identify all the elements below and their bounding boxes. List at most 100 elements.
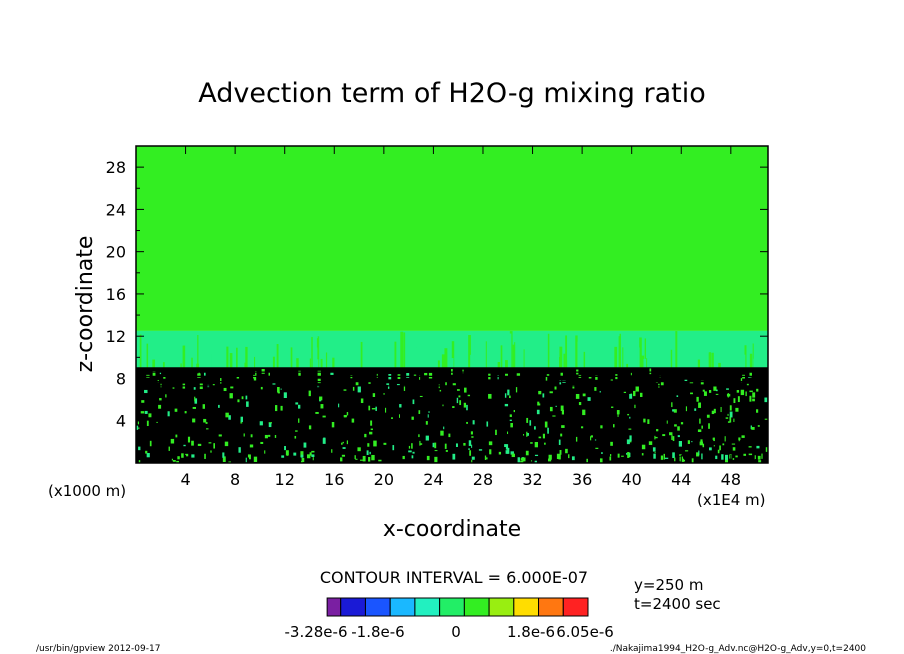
field-speckle bbox=[472, 420, 475, 425]
field-speckle bbox=[352, 386, 355, 391]
plume-streak bbox=[514, 333, 517, 368]
plume-streak bbox=[139, 334, 142, 368]
field-speckle bbox=[191, 454, 195, 458]
field-speckle bbox=[729, 405, 732, 411]
field-speckle bbox=[300, 451, 304, 458]
field-speckle bbox=[656, 429, 659, 432]
field-speckle bbox=[312, 457, 314, 461]
field-speckle bbox=[639, 392, 643, 397]
plume-streak bbox=[704, 362, 706, 368]
field-speckle bbox=[220, 378, 222, 384]
heatmap-field bbox=[136, 146, 768, 463]
field-speckle bbox=[547, 458, 552, 462]
field-speckle bbox=[181, 453, 184, 458]
field-speckle bbox=[204, 453, 206, 459]
field-speckle bbox=[277, 391, 280, 394]
field-speckle bbox=[488, 441, 493, 446]
plume-streak bbox=[416, 345, 419, 368]
field-speckle bbox=[509, 414, 512, 417]
field-speckle bbox=[729, 416, 732, 423]
field-speckle bbox=[595, 375, 598, 380]
field-speckle bbox=[175, 434, 178, 438]
y-tick-label: 8 bbox=[116, 369, 126, 388]
field-speckle bbox=[253, 456, 258, 462]
field-speckle bbox=[513, 409, 515, 413]
field-speckle bbox=[509, 395, 511, 399]
plume-streak bbox=[331, 357, 335, 368]
field-speckle bbox=[392, 445, 395, 451]
x-tick-label: 32 bbox=[522, 470, 542, 489]
field-speckle bbox=[442, 404, 444, 407]
field-speckle bbox=[610, 441, 613, 446]
field-speckle bbox=[696, 452, 700, 457]
field-speckle bbox=[662, 434, 666, 437]
plume-streak bbox=[619, 333, 621, 368]
field-speckle bbox=[280, 405, 283, 411]
field-speckle bbox=[383, 393, 385, 395]
field-speckle bbox=[740, 389, 745, 396]
plume-streak bbox=[512, 344, 515, 368]
field-speckle bbox=[732, 447, 736, 451]
plume-streak bbox=[272, 356, 275, 368]
field-speckle bbox=[580, 426, 584, 429]
field-speckle bbox=[709, 389, 712, 393]
field-speckle bbox=[748, 446, 752, 448]
field-speckle bbox=[228, 415, 231, 420]
plume-streak bbox=[261, 352, 265, 368]
field-speckle bbox=[428, 411, 430, 413]
field-speckle bbox=[463, 442, 466, 446]
field-speckle bbox=[444, 443, 447, 449]
plume-streak bbox=[343, 358, 346, 368]
field-speckle bbox=[687, 440, 690, 444]
y-tick-label: 16 bbox=[106, 285, 126, 304]
field-speckle bbox=[719, 445, 721, 451]
field-speckle bbox=[391, 417, 393, 419]
field-speckle bbox=[346, 412, 349, 416]
field-speckle bbox=[468, 440, 472, 446]
x-tick-label: 36 bbox=[572, 470, 592, 489]
field-speckle bbox=[184, 411, 187, 414]
field-speckle bbox=[255, 371, 257, 377]
plume-streak bbox=[639, 337, 642, 368]
field-speckle bbox=[672, 436, 675, 442]
plume-streak bbox=[311, 336, 313, 368]
field-speckle bbox=[375, 406, 377, 411]
field-speckle bbox=[281, 455, 285, 458]
legend-swatch bbox=[488, 597, 515, 617]
field-speckle bbox=[526, 432, 529, 436]
legend-swatch bbox=[326, 597, 342, 617]
field-speckle bbox=[701, 453, 703, 460]
field-speckle bbox=[357, 447, 361, 452]
plume-streak bbox=[583, 351, 586, 368]
field-speckle bbox=[613, 424, 615, 428]
plume-streak bbox=[196, 363, 200, 368]
plume-streak bbox=[268, 359, 271, 368]
field-speckle bbox=[306, 454, 311, 459]
field-speckle bbox=[538, 390, 542, 395]
field-speckle bbox=[703, 391, 707, 396]
field-speckle bbox=[466, 404, 468, 411]
plume-streak bbox=[394, 341, 397, 368]
field-speckle bbox=[470, 431, 473, 435]
field-speckle bbox=[690, 392, 693, 395]
field-speckle bbox=[250, 434, 253, 438]
field-speckle bbox=[699, 418, 701, 424]
plume-streak bbox=[182, 345, 186, 368]
plume-streak bbox=[191, 357, 193, 368]
field-speckle bbox=[222, 456, 226, 462]
plume-streak bbox=[162, 362, 165, 368]
field-speckle bbox=[691, 441, 693, 443]
field-speckle bbox=[413, 374, 417, 377]
field-speckle bbox=[561, 425, 565, 428]
field-speckle bbox=[183, 444, 186, 447]
field-speckle bbox=[140, 411, 145, 414]
field-speckle bbox=[628, 428, 632, 430]
field-speckle bbox=[193, 387, 196, 390]
y-axis: 4 8 12 16 20 24 28 bbox=[106, 158, 768, 443]
field-speckle bbox=[717, 449, 720, 454]
plume-streak bbox=[226, 346, 229, 368]
field-speckle bbox=[187, 436, 191, 443]
field-speckle bbox=[534, 460, 537, 463]
field-speckle bbox=[660, 381, 664, 386]
field-speckle bbox=[462, 369, 464, 374]
